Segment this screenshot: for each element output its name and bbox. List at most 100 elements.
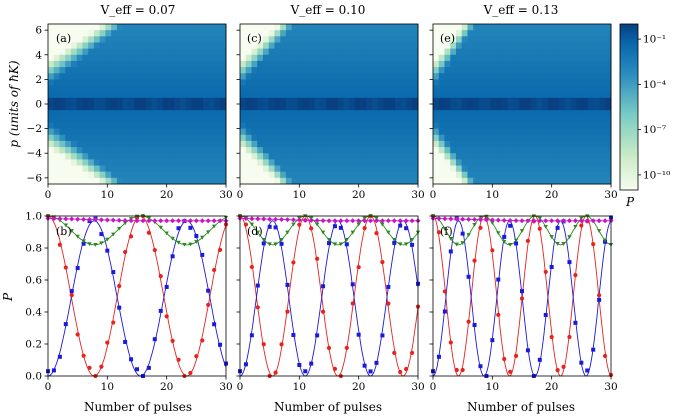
heatmap-cell — [406, 60, 413, 68]
heatmap-cell — [565, 91, 572, 99]
red-data-point — [117, 283, 122, 289]
heatmap-cell — [438, 140, 445, 148]
heatmap-cell — [308, 42, 316, 50]
heatmap-cell — [576, 60, 583, 68]
heatmap-cell — [145, 104, 152, 111]
heatmap-cell — [122, 30, 129, 37]
heatmap-cell — [605, 177, 612, 185]
magenta-data-point — [338, 218, 344, 224]
heatmap-cell — [406, 153, 413, 160]
heatmap-cell — [180, 85, 187, 93]
heatmap-cell — [116, 73, 124, 80]
heatmap-cell — [605, 140, 612, 148]
heatmap-cell — [291, 147, 298, 154]
heatmap-cell — [383, 91, 390, 99]
heatmap-cell — [433, 24, 440, 31]
heatmap-cell — [65, 171, 72, 179]
heatmap-cell — [70, 36, 78, 43]
heatmap-cell — [93, 42, 101, 50]
heatmap-cell — [513, 60, 520, 68]
heatmap-cell — [157, 48, 164, 56]
green-data-point — [338, 242, 344, 247]
heatmap-cell — [478, 122, 486, 130]
heatmap-cell — [145, 140, 152, 148]
heatmap-cell — [285, 128, 293, 136]
heatmap-cell — [599, 79, 606, 87]
heatmap-cell — [65, 104, 72, 111]
green-data-point — [81, 239, 86, 244]
heatmap-cell — [553, 110, 560, 117]
magenta-data-point — [193, 218, 199, 224]
heatmap-cell — [82, 97, 89, 105]
heatmap-cell — [565, 110, 572, 117]
heatmap-cell — [473, 42, 480, 50]
heatmap-cell — [354, 91, 362, 99]
heatmap-cell — [565, 85, 572, 93]
heatmap-cell — [111, 48, 118, 56]
heatmap-cell — [542, 116, 549, 123]
heatmap-cell — [180, 67, 187, 74]
heatmap-cell — [303, 36, 310, 43]
heatmap-cell — [257, 116, 264, 123]
blue-data-point — [362, 363, 367, 368]
heatmap-cell — [122, 159, 129, 167]
heatmap-cell — [433, 36, 440, 43]
heatmap-cell — [314, 91, 321, 99]
heatmap-cell — [82, 24, 89, 31]
heatmap-cell — [251, 79, 258, 87]
heatmap-cell — [366, 159, 373, 167]
heatmap-cell — [565, 104, 572, 111]
heatmap-cell — [360, 73, 367, 80]
heatmap-cell — [145, 128, 152, 136]
red-data-point — [243, 222, 249, 227]
heatmap-cell — [496, 54, 503, 62]
red-data-point — [326, 345, 332, 351]
heatmap-cell — [461, 116, 468, 123]
heatmap-cell — [280, 79, 287, 87]
heatmap-cell — [139, 85, 147, 93]
magenta-data-point — [519, 218, 525, 224]
heatmap-cell — [455, 79, 463, 87]
heatmap-cell — [576, 30, 583, 37]
heatmap-cell — [547, 24, 555, 31]
heatmap-cell — [461, 36, 468, 43]
heatmap-cell — [406, 91, 413, 99]
red-data-point — [261, 342, 266, 347]
heatmap-cell — [214, 24, 221, 31]
heatmap-cell — [88, 24, 95, 31]
heatmap-cell — [93, 67, 101, 74]
heatmap-cell — [93, 79, 101, 87]
heatmap-cell — [372, 36, 379, 43]
heatmap-cell — [240, 42, 247, 50]
heatmap-cell — [82, 30, 89, 37]
heatmap-cell — [99, 110, 106, 117]
heatmap-cell — [122, 48, 129, 56]
heatmap-cell — [88, 134, 95, 142]
heatmap-cell — [59, 36, 66, 43]
heatmap-cell — [383, 116, 390, 123]
heatmap-cell — [576, 91, 583, 99]
magenta-data-point — [181, 218, 187, 224]
heatmap-cell — [274, 104, 281, 111]
heatmap-cell — [547, 177, 555, 185]
heatmap-cell — [285, 48, 293, 56]
heatmap-cell — [484, 122, 491, 130]
heatmap-cell — [93, 153, 101, 160]
heatmap-cell — [438, 147, 445, 154]
heatmap-cell — [593, 159, 601, 167]
heatmap-cell — [53, 24, 60, 31]
heatmap-cell — [582, 97, 589, 105]
heatmap-cell — [343, 60, 350, 68]
heatmap-cell — [208, 122, 216, 130]
heatmap-cell — [168, 110, 175, 117]
heatmap-cell — [70, 79, 78, 87]
heatmap-cell — [559, 67, 566, 74]
heatmap-cell — [220, 122, 227, 130]
heatmap-e — [433, 24, 612, 185]
magenta-data-point — [507, 217, 513, 223]
heatmap-cell — [262, 24, 270, 31]
heatmap-cell — [162, 97, 170, 105]
heatmap-cell — [145, 134, 152, 142]
heatmap-cell — [111, 116, 118, 123]
heatmap-cell — [320, 60, 327, 68]
